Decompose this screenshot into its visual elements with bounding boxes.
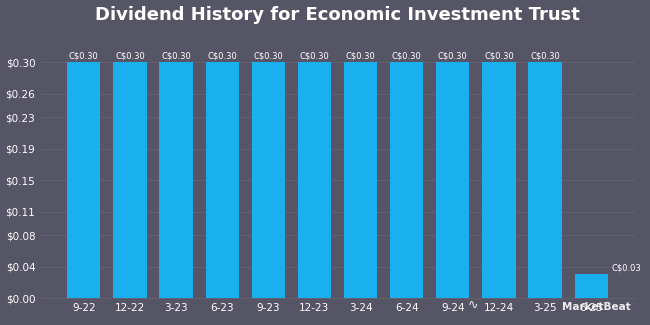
- Bar: [298, 62, 331, 298]
- Bar: [252, 62, 285, 298]
- Bar: [113, 62, 146, 298]
- Text: C$0.03: C$0.03: [611, 264, 641, 273]
- Text: C$0.30: C$0.30: [346, 52, 376, 60]
- Text: C$0.30: C$0.30: [254, 52, 283, 60]
- Text: C$0.30: C$0.30: [207, 52, 237, 60]
- Bar: [344, 62, 377, 298]
- Title: Dividend History for Economic Investment Trust: Dividend History for Economic Investment…: [95, 6, 580, 23]
- Text: C$0.30: C$0.30: [300, 52, 330, 60]
- Bar: [205, 62, 239, 298]
- Bar: [575, 275, 608, 298]
- Text: ∿: ∿: [468, 299, 478, 312]
- Text: C$0.30: C$0.30: [484, 52, 514, 60]
- Bar: [159, 62, 192, 298]
- Bar: [390, 62, 423, 298]
- Text: C$0.30: C$0.30: [69, 52, 99, 60]
- Text: C$0.30: C$0.30: [115, 52, 145, 60]
- Bar: [436, 62, 469, 298]
- Text: MarketBeat: MarketBeat: [562, 302, 630, 312]
- Text: C$0.30: C$0.30: [392, 52, 422, 60]
- Bar: [482, 62, 515, 298]
- Bar: [528, 62, 562, 298]
- Text: C$0.30: C$0.30: [438, 52, 467, 60]
- Text: C$0.30: C$0.30: [530, 52, 560, 60]
- Bar: [67, 62, 100, 298]
- Text: C$0.30: C$0.30: [161, 52, 191, 60]
